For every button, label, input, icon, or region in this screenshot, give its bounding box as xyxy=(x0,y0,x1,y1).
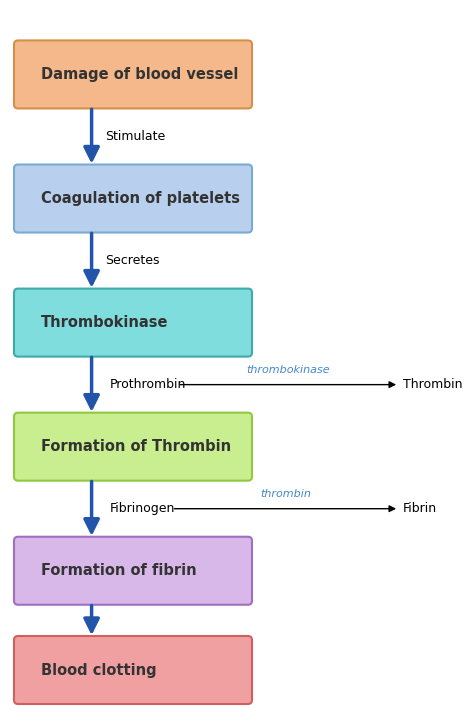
FancyBboxPatch shape xyxy=(14,164,252,233)
Text: Damage of blood vessel: Damage of blood vessel xyxy=(41,67,238,82)
FancyBboxPatch shape xyxy=(14,413,252,481)
Text: Blood clotting: Blood clotting xyxy=(41,662,156,678)
FancyBboxPatch shape xyxy=(14,40,252,108)
Text: Coagulation of platelets: Coagulation of platelets xyxy=(41,191,240,206)
Text: Formation of fibrin: Formation of fibrin xyxy=(41,563,197,579)
Text: Prothrombin: Prothrombin xyxy=(109,378,186,391)
Text: Thrombokinase: Thrombokinase xyxy=(41,315,168,330)
Text: Stimulate: Stimulate xyxy=(106,130,166,143)
Text: Thrombin: Thrombin xyxy=(403,378,463,391)
Text: Secretes: Secretes xyxy=(106,254,160,267)
Text: Formation of Thrombin: Formation of Thrombin xyxy=(41,439,231,454)
Text: thrombin: thrombin xyxy=(260,489,311,498)
Text: thrombokinase: thrombokinase xyxy=(246,364,330,374)
FancyBboxPatch shape xyxy=(14,289,252,357)
FancyBboxPatch shape xyxy=(14,537,252,605)
FancyBboxPatch shape xyxy=(14,636,252,704)
Text: Fibrin: Fibrin xyxy=(403,502,437,515)
Text: Fibrinogen: Fibrinogen xyxy=(109,502,175,515)
